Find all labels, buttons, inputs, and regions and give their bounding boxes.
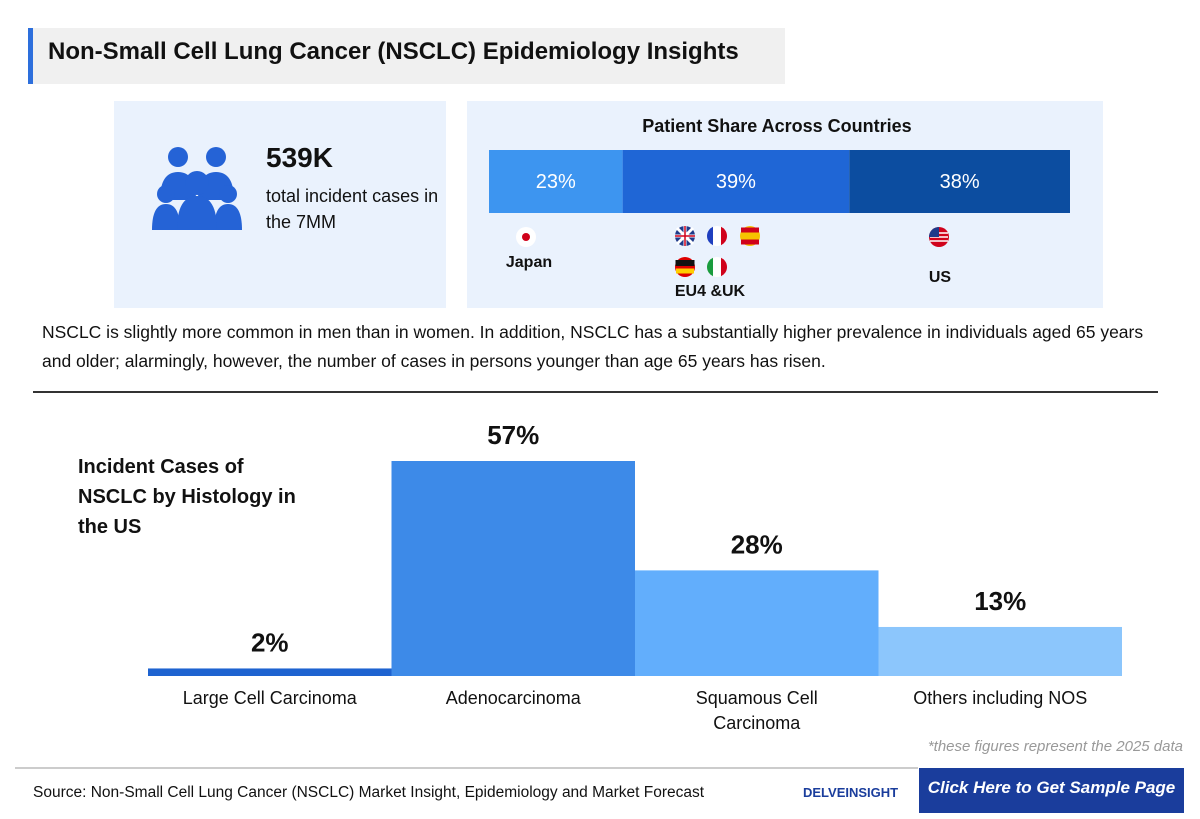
value-label: 57% [487,420,539,450]
x-tick-label: Adenocarcinoma [445,688,581,708]
category-label: Japan [505,254,553,271]
segment [849,150,1070,213]
category-label: EU4 &UK [674,283,746,300]
bar [635,570,879,676]
value-label: 28% [731,529,783,559]
source: Source: Non-Small Cell Lung Cancer (NSCL… [33,784,705,801]
value-label: 13% [974,586,1026,616]
logo: DELVEINSIGHT [803,785,899,800]
bar [148,668,392,676]
sample-button[interactable]: Click Here to Get Sample Page [927,778,1176,797]
value-label: 39% [716,171,756,193]
people-icon [152,147,242,230]
title-box [28,28,785,84]
page-title: Non-Small Cell Lung Cancer (NSCLC) Epide… [48,38,739,65]
value-label: 2% [251,627,289,657]
x-tick-label: Others including NOS [913,688,1088,708]
flags [516,226,949,277]
paragraph: NSCLC is slightly more common in men tha… [42,322,1144,371]
stat-value: 539K [266,142,333,173]
chart-title: Patient Share Across Countries [642,116,912,136]
x-tick-label: Squamous Cell Carcinoma [695,688,818,733]
category-label: US [928,269,952,286]
segment [622,150,850,213]
stat-text: total incident cases in the 7MM [266,186,439,232]
value-label: 23% [536,171,576,193]
x-tick-label: Large Cell Carcinoma [182,688,357,708]
value-label: 38% [940,171,980,193]
button-bg[interactable] [919,768,1184,813]
segment [489,150,623,213]
chart-title: Incident Cases of NSCLC by Histology in … [78,456,296,538]
footnote: *these figures represent the 2025 data [927,738,1183,755]
title-accent [28,28,33,84]
bar [878,626,1122,676]
bar [391,461,635,676]
